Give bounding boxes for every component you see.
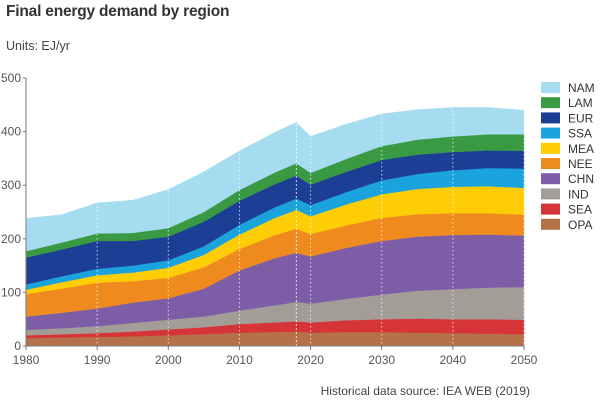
legend-label-mea: MEA bbox=[568, 142, 594, 156]
legend-label-opa: OPA bbox=[568, 218, 592, 232]
legend-label-sea: SEA bbox=[568, 203, 592, 217]
data-source-note: Historical data source: IEA WEB (2019) bbox=[320, 384, 530, 398]
units-label: Units: EJ/yr bbox=[6, 39, 70, 53]
legend-swatch-nam bbox=[541, 82, 560, 93]
x-tick-label-2020: 2020 bbox=[297, 353, 324, 367]
legend-swatch-opa bbox=[541, 218, 560, 230]
legend-label-nee: NEE bbox=[568, 157, 593, 171]
legend-swatch-mea bbox=[541, 142, 560, 154]
y-tick-label-0: 0 bbox=[14, 339, 21, 353]
legend-label-nam: NAM bbox=[568, 81, 595, 95]
x-tick-label-2010: 2010 bbox=[226, 353, 253, 367]
legend-label-eur: EUR bbox=[568, 111, 594, 125]
y-tick-label-100: 100 bbox=[1, 285, 21, 299]
legend-label-ssa: SSA bbox=[568, 127, 592, 141]
axes: 0 100 200 300 400 500 1980 1990 2000 2010 2020 2030… bbox=[1, 71, 538, 367]
legend-label-chn: CHN bbox=[568, 172, 594, 186]
legend-swatch-ssa bbox=[541, 127, 560, 139]
y-tick-label-200: 200 bbox=[1, 232, 21, 246]
y-tick-label-500: 500 bbox=[1, 71, 21, 85]
x-tick-label-2030: 2030 bbox=[368, 353, 395, 367]
legend-label-lam: LAM bbox=[568, 96, 593, 110]
legend-swatch-ind bbox=[541, 188, 560, 200]
grid-lines bbox=[96, 78, 525, 346]
y-tick-label-400: 400 bbox=[1, 125, 21, 139]
x-tick-label-2040: 2040 bbox=[440, 353, 467, 367]
area-layers bbox=[25, 107, 525, 347]
legend-swatch-sea bbox=[541, 203, 560, 215]
legend-swatch-eur bbox=[541, 112, 560, 124]
x-tick-label-1980: 1980 bbox=[13, 353, 40, 367]
x-tick-label-1990: 1990 bbox=[84, 353, 111, 367]
chart-title: Final energy demand by region bbox=[6, 3, 230, 20]
legend-swatch-chn bbox=[541, 173, 560, 185]
x-tick-label-2050: 2050 bbox=[511, 353, 538, 367]
x-tick-label-2000: 2000 bbox=[155, 353, 182, 367]
legend-label-ind: IND bbox=[568, 187, 589, 201]
legend-swatch-nee bbox=[541, 158, 560, 169]
y-tick-label-300: 300 bbox=[1, 178, 21, 192]
legend-swatch-lam bbox=[541, 97, 560, 109]
